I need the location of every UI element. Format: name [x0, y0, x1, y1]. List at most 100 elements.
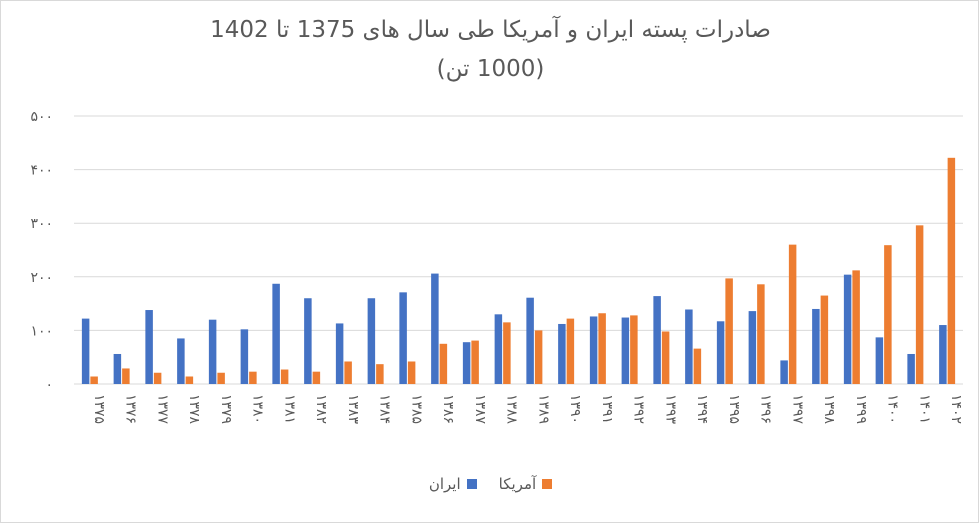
x-tick-label: ۱۳۸۷	[472, 394, 488, 425]
x-tick-label: ۱۳۸۲	[313, 394, 329, 424]
x-tick-label: ۱۳۷۸	[186, 394, 202, 425]
bar-chart: ۰ ۱۰۰ ۲۰۰ ۳۰۰ ۴۰۰ ۵۰۰ ۱۳۷۵ ۱۳۷۶ ۱۳۷۷ ۱۳۷۸ ۱۳۷۹ ۱۳۸…	[30, 109, 964, 425]
bar-usa	[503, 322, 511, 384]
bar-usa	[693, 348, 702, 384]
bar-usa	[280, 369, 289, 384]
x-tick-label: ۱۳۷۹	[218, 394, 234, 424]
y-tick-label: ۱۰۰	[30, 323, 53, 339]
x-tick-label: ۱۳۸۴	[377, 394, 393, 424]
bar-usa	[217, 372, 225, 384]
bar-usa	[915, 225, 924, 384]
bars	[81, 157, 956, 384]
bar-iran	[431, 273, 439, 384]
x-tick-label: ۱۳۹۸	[821, 394, 837, 425]
bar-usa	[471, 340, 479, 384]
x-tick-label: ۱۳۸۸	[504, 394, 520, 425]
x-tick-label: ۱۳۹۷	[789, 394, 805, 425]
bar-iran	[843, 274, 852, 384]
x-tick-label: ۱۳۷۶	[123, 394, 139, 424]
x-tick-label: ۱۳۹۰	[567, 394, 583, 424]
y-tick-label: ۰	[45, 377, 53, 393]
chart-title: صادرات پسته ایران و آمریکا طی سال های 13…	[210, 17, 771, 43]
bar-iran	[399, 292, 407, 384]
bar-usa	[852, 270, 860, 384]
legend-swatch-iran	[466, 479, 477, 489]
y-tick-label: ۴۰۰	[30, 163, 53, 179]
bar-iran	[589, 316, 598, 384]
y-tick-label: ۵۰۰	[30, 109, 53, 125]
bar-usa	[344, 361, 352, 384]
x-tick-label: ۱۴۰۱	[916, 394, 932, 424]
legend: ایران آمریکا	[1, 475, 979, 493]
bar-usa	[566, 318, 575, 384]
bar-iran	[81, 318, 90, 384]
bar-iran	[208, 319, 217, 384]
bar-usa	[820, 295, 829, 384]
bar-usa	[312, 371, 321, 384]
y-axis-ticks: ۰ ۱۰۰ ۲۰۰ ۳۰۰ ۴۰۰ ۵۰۰	[30, 109, 53, 393]
bar-iran	[272, 283, 280, 384]
x-tick-label: ۱۳۸۶	[440, 394, 456, 424]
gridlines	[74, 115, 963, 385]
legend-swatch-usa	[542, 479, 553, 489]
x-tick-label: ۱۳۹۶	[758, 394, 774, 424]
bar-usa	[630, 315, 638, 384]
legend-label-usa: آمریکا	[498, 475, 537, 493]
x-tick-label: ۱۳۹۹	[853, 394, 869, 424]
bar-usa	[90, 376, 98, 384]
bar-iran	[367, 298, 376, 384]
x-tick-label: ۱۳۷۷	[154, 394, 170, 425]
legend-item-usa: آمریکا	[499, 475, 553, 493]
bar-usa	[757, 284, 765, 384]
bar-usa	[185, 376, 194, 384]
bar-usa	[153, 372, 162, 384]
bar-iran	[780, 360, 788, 384]
bar-iran	[812, 308, 820, 384]
bar-iran	[558, 323, 566, 384]
bar-iran	[907, 353, 915, 384]
bar-iran	[145, 310, 153, 384]
bar-iran	[240, 329, 249, 384]
bar-iran	[335, 323, 344, 384]
bar-iran	[462, 342, 471, 384]
bar-iran	[653, 296, 661, 384]
bar-usa	[947, 157, 956, 384]
x-tick-label: ۱۳۹۳	[662, 394, 678, 425]
bar-iran	[685, 309, 693, 384]
bar-iran	[748, 311, 757, 384]
legend-label-iran: ایران	[428, 475, 461, 493]
x-tick-label: ۱۳۹۵	[726, 394, 742, 424]
x-tick-label: ۱۳۹۴	[694, 394, 710, 424]
x-tick-label: ۱۳۹۲	[631, 394, 647, 424]
bar-iran	[875, 337, 884, 384]
x-tick-label: ۱۴۰۲	[948, 394, 964, 424]
chart-subtitle: (1000 تن)	[436, 56, 545, 82]
bar-usa	[725, 278, 733, 384]
x-tick-label: ۱۳۹۱	[599, 394, 615, 424]
bar-iran	[939, 325, 947, 384]
x-axis-ticks: ۱۳۷۵ ۱۳۷۶ ۱۳۷۷ ۱۳۷۸ ۱۳۷۹ ۱۳۸۰ ۱۳۸۱ ۱۳۸۲ ۱۳۸۳ ۱۳۸۴…	[91, 394, 964, 425]
bar-iran	[304, 298, 312, 384]
bar-usa	[122, 368, 130, 384]
y-tick-label: ۲۰۰	[30, 270, 53, 286]
legend-item-iran: ایران	[429, 475, 477, 493]
x-tick-label: ۱۳۸۵	[408, 394, 424, 424]
bar-usa	[407, 361, 416, 384]
y-tick-label: ۳۰۰	[30, 216, 53, 232]
x-tick-label: ۱۳۷۵	[91, 394, 107, 424]
bar-usa	[884, 245, 892, 384]
x-tick-label: ۱۳۸۱	[281, 394, 297, 424]
bar-usa	[598, 313, 606, 384]
bar-iran	[716, 321, 725, 384]
bar-usa	[788, 244, 797, 384]
bar-iran	[113, 353, 122, 384]
bar-usa	[534, 330, 543, 384]
bar-usa	[249, 371, 257, 384]
x-tick-label: ۱۳۸۹	[535, 394, 551, 424]
bar-iran	[494, 314, 503, 384]
x-tick-label: ۱۳۸۰	[250, 394, 266, 424]
bar-iran	[526, 297, 534, 384]
bar-usa	[661, 331, 670, 384]
bar-usa	[376, 364, 384, 384]
